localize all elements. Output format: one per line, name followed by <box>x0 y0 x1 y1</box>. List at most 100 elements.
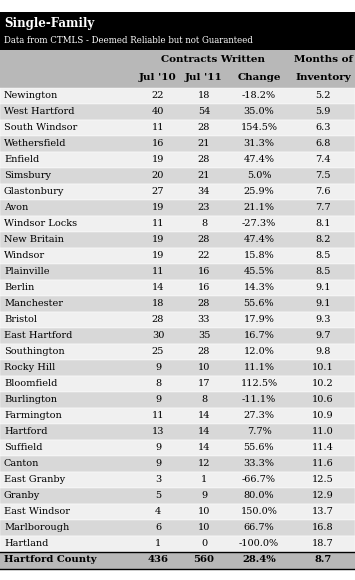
Text: 6: 6 <box>155 523 161 532</box>
Text: 150.0%: 150.0% <box>241 507 278 516</box>
Text: 9.1: 9.1 <box>315 283 331 292</box>
Bar <box>0 216 355 231</box>
Text: 35: 35 <box>198 331 210 340</box>
Text: 8.2: 8.2 <box>315 235 331 244</box>
Text: 11.0: 11.0 <box>312 427 334 436</box>
Bar <box>0 136 355 151</box>
Text: Contracts Written: Contracts Written <box>161 56 265 64</box>
Text: 8.5: 8.5 <box>315 267 331 276</box>
Text: 9: 9 <box>155 395 161 404</box>
Text: 28: 28 <box>152 315 164 324</box>
Text: 33.3%: 33.3% <box>244 459 274 468</box>
Text: 21: 21 <box>198 139 210 148</box>
Text: 560: 560 <box>193 556 214 564</box>
Text: 112.5%: 112.5% <box>240 379 278 388</box>
Text: 12: 12 <box>198 459 210 468</box>
Text: 47.4%: 47.4% <box>244 235 274 244</box>
Text: 4: 4 <box>155 507 161 516</box>
Text: 1: 1 <box>201 475 207 484</box>
Text: Newington: Newington <box>4 91 58 100</box>
Text: 6.8: 6.8 <box>315 139 331 148</box>
Text: 28: 28 <box>198 235 210 244</box>
Bar <box>0 200 355 216</box>
Text: 27: 27 <box>152 187 164 196</box>
Text: 9.3: 9.3 <box>315 315 331 324</box>
Text: East Windsor: East Windsor <box>4 507 70 516</box>
Text: 11: 11 <box>152 267 164 276</box>
Text: 8: 8 <box>201 219 207 228</box>
Text: 22: 22 <box>152 91 164 100</box>
Text: Rocky Hill: Rocky Hill <box>4 363 55 372</box>
Text: 10.2: 10.2 <box>312 379 334 388</box>
Text: Suffield: Suffield <box>4 443 43 452</box>
Text: 154.5%: 154.5% <box>240 123 278 132</box>
Text: Canton: Canton <box>4 459 39 468</box>
Text: 11: 11 <box>152 123 164 132</box>
Text: 18.7: 18.7 <box>312 539 334 548</box>
Text: 436: 436 <box>147 556 169 564</box>
Text: New Britain: New Britain <box>4 235 64 244</box>
Text: 35.0%: 35.0% <box>244 107 274 116</box>
Text: Single-Family: Single-Family <box>4 17 94 30</box>
Text: Change: Change <box>237 74 281 82</box>
Text: Data from CTMLS - Deemed Reliable but not Guaranteed: Data from CTMLS - Deemed Reliable but no… <box>4 36 253 45</box>
Text: 11.4: 11.4 <box>312 443 334 452</box>
Text: 8.7: 8.7 <box>315 556 332 564</box>
Text: 7.7%: 7.7% <box>247 427 271 436</box>
Text: 11.6: 11.6 <box>312 459 334 468</box>
Text: Windsor: Windsor <box>4 251 45 260</box>
Bar <box>0 151 355 168</box>
Bar <box>0 311 355 328</box>
Text: East Granby: East Granby <box>4 475 65 484</box>
Text: Farmington: Farmington <box>4 411 62 420</box>
Bar <box>0 488 355 503</box>
Bar <box>0 503 355 520</box>
Bar <box>0 49 355 88</box>
Text: 55.6%: 55.6% <box>244 443 274 452</box>
Bar <box>0 231 355 248</box>
Text: 20: 20 <box>152 171 164 180</box>
Bar <box>0 12 355 49</box>
Text: 34: 34 <box>198 187 210 196</box>
Text: 11: 11 <box>152 219 164 228</box>
Text: 30: 30 <box>152 331 164 340</box>
Text: 19: 19 <box>152 251 164 260</box>
Text: Hartford: Hartford <box>4 427 48 436</box>
Text: Avon: Avon <box>4 203 28 212</box>
Bar <box>0 360 355 375</box>
Bar <box>0 119 355 136</box>
Text: 8: 8 <box>201 395 207 404</box>
Text: Hartford County: Hartford County <box>4 556 97 564</box>
Text: 12.5: 12.5 <box>312 475 334 484</box>
Bar <box>0 472 355 488</box>
Text: Burlington: Burlington <box>4 395 57 404</box>
Text: -66.7%: -66.7% <box>242 475 276 484</box>
Text: 13: 13 <box>152 427 164 436</box>
Text: 5: 5 <box>155 491 161 500</box>
Text: 10.1: 10.1 <box>312 363 334 372</box>
Text: 9: 9 <box>155 363 161 372</box>
Text: 23: 23 <box>198 203 210 212</box>
Text: 33: 33 <box>198 315 210 324</box>
Bar <box>0 375 355 392</box>
Text: 8.5: 8.5 <box>315 251 331 260</box>
Text: 55.6%: 55.6% <box>244 299 274 308</box>
Text: 19: 19 <box>152 235 164 244</box>
Text: West Hartford: West Hartford <box>4 107 75 116</box>
Text: East Hartford: East Hartford <box>4 331 72 340</box>
Text: 9.1: 9.1 <box>315 299 331 308</box>
Text: Plainville: Plainville <box>4 267 49 276</box>
Text: 7.6: 7.6 <box>315 187 331 196</box>
Text: 0: 0 <box>201 539 207 548</box>
Text: Glastonbury: Glastonbury <box>4 187 64 196</box>
Text: 10.9: 10.9 <box>312 411 334 420</box>
Text: 10: 10 <box>198 523 210 532</box>
Text: 25: 25 <box>152 347 164 356</box>
Text: 9: 9 <box>201 491 207 500</box>
Text: 14: 14 <box>152 283 164 292</box>
Text: 15.8%: 15.8% <box>244 251 274 260</box>
Text: 16: 16 <box>152 139 164 148</box>
Text: 28: 28 <box>198 347 210 356</box>
Text: Berlin: Berlin <box>4 283 34 292</box>
Bar <box>0 88 355 103</box>
